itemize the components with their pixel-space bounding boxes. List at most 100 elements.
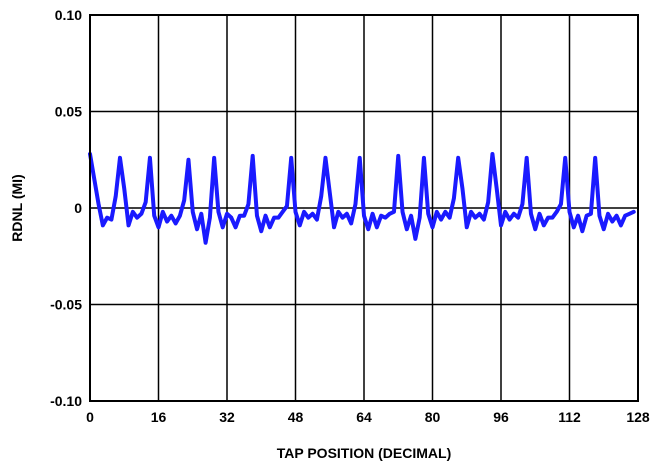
data-point-102 [525, 156, 529, 160]
data-point-75 [409, 214, 413, 218]
x-tick-5: 80 [425, 409, 441, 425]
data-point-67 [375, 225, 379, 229]
data-point-97 [503, 210, 507, 214]
data-point-70 [388, 212, 392, 216]
data-point-35 [238, 214, 242, 218]
data-point-45 [281, 210, 285, 214]
data-point-31 [221, 225, 225, 229]
x-axis-label: TAP POSITION (DECIMAL) [277, 445, 451, 461]
data-point-71 [392, 210, 396, 214]
data-point-63 [358, 156, 362, 160]
data-point-61 [349, 221, 353, 226]
data-point-55 [323, 156, 328, 160]
data-point-53 [315, 217, 319, 222]
data-point-65 [366, 227, 370, 231]
data-point-81 [435, 210, 439, 214]
data-point-79 [426, 212, 430, 216]
data-point-114 [576, 214, 580, 218]
data-point-127 [632, 210, 636, 214]
series-line-0 [88, 151, 636, 245]
data-point-118 [593, 156, 597, 160]
data-point-14 [148, 156, 152, 160]
data-point-110 [559, 202, 563, 206]
data-series [88, 151, 636, 245]
data-point-86 [456, 156, 460, 160]
data-point-22 [182, 198, 186, 202]
data-point-109 [555, 210, 559, 214]
data-point-122 [610, 219, 614, 224]
data-point-101 [520, 202, 525, 206]
data-point-89 [469, 210, 473, 214]
data-point-30 [216, 210, 221, 214]
data-point-72 [396, 154, 400, 158]
x-tick-0: 0 [86, 409, 94, 425]
data-point-107 [546, 216, 550, 220]
y-tick-0: -0.10 [50, 393, 82, 409]
data-point-77 [418, 216, 422, 220]
data-point-94 [490, 152, 495, 156]
data-point-8 [122, 187, 126, 191]
data-point-126 [627, 212, 632, 216]
data-point-21 [178, 214, 182, 218]
data-point-49 [298, 223, 302, 227]
plot-frame [89, 14, 639, 402]
data-point-17 [161, 210, 165, 214]
y-tick-4: 0.10 [55, 7, 82, 23]
data-point-73 [400, 210, 405, 214]
data-point-19 [169, 214, 173, 218]
data-point-34 [233, 225, 238, 229]
data-point-16 [156, 225, 161, 229]
data-point-3 [101, 223, 105, 227]
data-point-60 [345, 212, 349, 216]
data-point-69 [383, 216, 388, 220]
data-point-115 [580, 229, 584, 233]
data-point-119 [597, 214, 602, 218]
data-point-92 [482, 217, 486, 222]
data-point-78 [422, 156, 426, 160]
y-tick-1: -0.05 [50, 297, 82, 313]
data-point-39 [255, 214, 259, 218]
data-point-121 [606, 212, 610, 216]
data-point-82 [439, 217, 443, 222]
y-tick-2: 0 [74, 200, 82, 216]
data-point-91 [477, 212, 482, 216]
data-point-50 [302, 210, 306, 214]
data-point-100 [516, 216, 520, 220]
data-point-112 [567, 210, 572, 214]
data-point-123 [614, 214, 619, 218]
data-point-51 [306, 216, 310, 220]
data-point-40 [259, 229, 263, 233]
data-point-87 [460, 187, 465, 191]
data-point-124 [619, 223, 623, 227]
data-point-62 [353, 202, 358, 206]
data-point-41 [263, 214, 268, 218]
data-point-90 [473, 216, 477, 220]
data-point-27 [203, 241, 208, 245]
data-point-32 [225, 212, 229, 216]
data-point-120 [602, 227, 606, 231]
data-point-10 [131, 210, 135, 214]
data-point-116 [585, 214, 589, 218]
data-point-96 [499, 223, 503, 227]
data-point-85 [452, 196, 456, 200]
data-point-44 [276, 216, 280, 220]
data-point-117 [589, 212, 593, 216]
data-point-84 [448, 216, 452, 220]
data-point-59 [340, 216, 345, 220]
data-point-98 [507, 217, 512, 222]
data-point-28 [208, 216, 212, 220]
data-point-4 [105, 216, 109, 220]
data-point-103 [529, 212, 533, 216]
data-point-43 [272, 216, 276, 220]
data-point-46 [285, 204, 289, 208]
data-point-13 [144, 200, 148, 204]
y-tick-labels: -0.10 -0.05 0 0.05 0.10 [50, 7, 82, 409]
data-point-52 [311, 212, 315, 216]
data-point-76 [413, 237, 417, 241]
data-point-7 [118, 156, 122, 160]
data-point-37 [246, 202, 251, 206]
data-point-6 [114, 194, 118, 199]
data-point-9 [126, 223, 131, 227]
data-point-38 [251, 154, 255, 158]
data-point-68 [379, 214, 383, 218]
